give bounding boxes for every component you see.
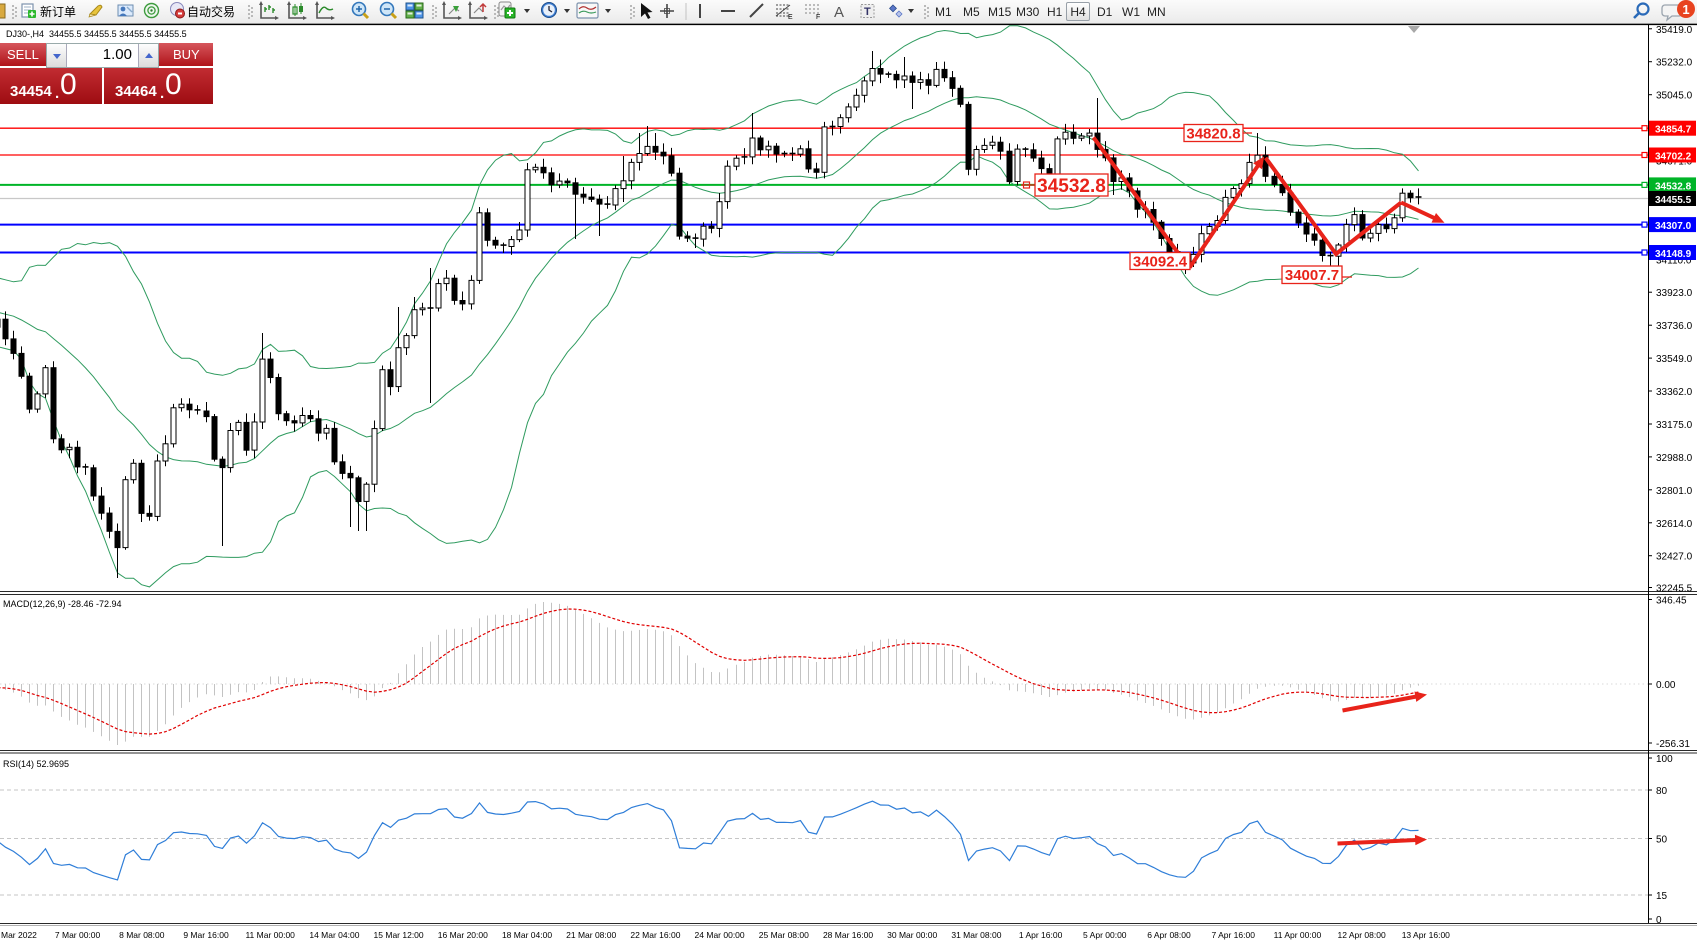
- svg-text:E: E: [788, 14, 793, 21]
- svg-text:22 Mar 16:00: 22 Mar 16:00: [630, 930, 680, 940]
- svg-text:DJ30-,H4 34455.5 34455.5 3445: DJ30-,H4 34455.5 34455.5 34455.5 34455.5: [6, 29, 187, 39]
- svg-text:34307.0: 34307.0: [1655, 221, 1692, 232]
- svg-text:11 Apr 00:00: 11 Apr 00:00: [1274, 930, 1322, 940]
- svg-text:12 Apr 08:00: 12 Apr 08:00: [1337, 930, 1385, 940]
- svg-text:15 Mar 12:00: 15 Mar 12:00: [374, 930, 424, 940]
- svg-text:33736.0: 33736.0: [1656, 321, 1693, 332]
- svg-text:80: 80: [1656, 786, 1668, 797]
- svg-text:33923.0: 33923.0: [1656, 288, 1693, 299]
- svg-text:RSI(14) 52.9695: RSI(14) 52.9695: [3, 759, 69, 769]
- svg-text:18 Mar 04:00: 18 Mar 04:00: [502, 930, 552, 940]
- svg-text:100: 100: [1656, 754, 1673, 765]
- svg-text:T: T: [864, 6, 871, 18]
- svg-text:35232.0: 35232.0: [1656, 58, 1693, 69]
- svg-text:50: 50: [1656, 835, 1668, 846]
- svg-text:16 Mar 20:00: 16 Mar 20:00: [438, 930, 488, 940]
- svg-text:14 Mar 04:00: 14 Mar 04:00: [309, 930, 359, 940]
- svg-text:MACD(12,26,9) -28.46 -72.94: MACD(12,26,9) -28.46 -72.94: [3, 599, 122, 609]
- svg-text:35419.0: 35419.0: [1656, 25, 1693, 36]
- svg-text:34007.7: 34007.7: [1285, 267, 1339, 284]
- svg-text:31 Mar 08:00: 31 Mar 08:00: [951, 930, 1001, 940]
- svg-text:9 Mar 16:00: 9 Mar 16:00: [183, 930, 229, 940]
- svg-text:21 Mar 08:00: 21 Mar 08:00: [566, 930, 616, 940]
- svg-text:5 Apr 00:00: 5 Apr 00:00: [1083, 930, 1127, 940]
- svg-text:34820.8: 34820.8: [1186, 125, 1240, 142]
- svg-text:Mar 2022: Mar 2022: [1, 930, 37, 940]
- svg-text:13 Apr 16:00: 13 Apr 16:00: [1402, 930, 1450, 940]
- svg-text:32427.0: 32427.0: [1656, 552, 1693, 563]
- svg-text:1 Apr 16:00: 1 Apr 16:00: [1019, 930, 1063, 940]
- svg-text:32988.0: 32988.0: [1656, 453, 1693, 464]
- svg-text:24 Mar 00:00: 24 Mar 00:00: [695, 930, 745, 940]
- svg-text:33175.0: 33175.0: [1656, 420, 1693, 431]
- svg-text:34092.4: 34092.4: [1133, 253, 1188, 270]
- svg-text:新订单: 新订单: [40, 4, 76, 19]
- svg-text:7 Apr 16:00: 7 Apr 16:00: [1211, 930, 1255, 940]
- svg-text:32245.5: 32245.5: [1656, 584, 1693, 595]
- svg-text:30 Mar 00:00: 30 Mar 00:00: [887, 930, 937, 940]
- svg-text:34854.7: 34854.7: [1655, 125, 1692, 136]
- svg-text:32801.0: 32801.0: [1656, 486, 1693, 497]
- svg-text:25 Mar 08:00: 25 Mar 08:00: [759, 930, 809, 940]
- svg-text:34702.2: 34702.2: [1655, 152, 1692, 163]
- svg-text:F: F: [816, 14, 820, 21]
- svg-text:A: A: [834, 4, 844, 21]
- svg-text:34455.5: 34455.5: [1655, 195, 1692, 206]
- svg-text:33549.0: 33549.0: [1656, 354, 1693, 365]
- svg-text:346.45: 346.45: [1656, 596, 1687, 607]
- svg-text:34110.0: 34110.0: [1656, 255, 1692, 266]
- svg-text:11 Mar 00:00: 11 Mar 00:00: [245, 930, 295, 940]
- svg-text:34148.9: 34148.9: [1655, 249, 1692, 260]
- svg-text:0: 0: [1656, 915, 1662, 926]
- svg-text:34532.8: 34532.8: [1655, 181, 1692, 192]
- svg-text:33362.0: 33362.0: [1656, 387, 1693, 398]
- svg-text:8 Mar 08:00: 8 Mar 08:00: [119, 930, 165, 940]
- svg-text:1: 1: [1682, 2, 1689, 17]
- svg-text:15: 15: [1656, 891, 1668, 902]
- svg-text:28 Mar 16:00: 28 Mar 16:00: [823, 930, 873, 940]
- svg-text:34532.8: 34532.8: [1037, 176, 1106, 197]
- svg-text:7 Mar 00:00: 7 Mar 00:00: [55, 930, 101, 940]
- svg-text:0.00: 0.00: [1656, 680, 1676, 691]
- svg-text:35045.0: 35045.0: [1656, 91, 1693, 102]
- svg-text:-256.31: -256.31: [1656, 739, 1690, 750]
- svg-text:6 Apr 08:00: 6 Apr 08:00: [1147, 930, 1191, 940]
- svg-text:32614.0: 32614.0: [1656, 519, 1693, 530]
- svg-text:自动交易: 自动交易: [187, 4, 235, 19]
